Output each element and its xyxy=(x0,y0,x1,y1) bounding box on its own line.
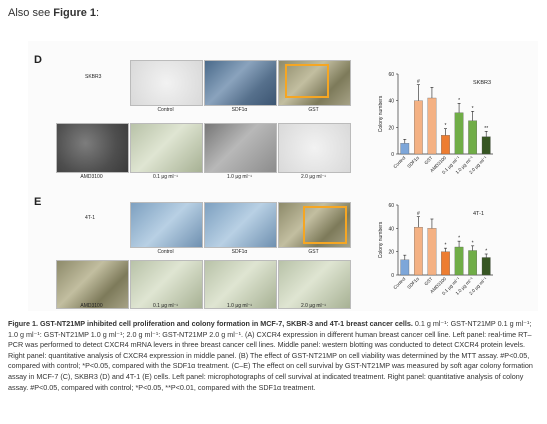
micrograph-e-dose-1-0 xyxy=(204,260,277,309)
x-tick-label: SDF1α xyxy=(406,276,420,290)
micrograph-e-amd3100 xyxy=(56,260,129,309)
bar xyxy=(400,143,410,155)
y-tick-label: 40 xyxy=(388,99,394,105)
panel-letter-d: D xyxy=(34,54,42,66)
micro-label-e-sdf1: SDF1α xyxy=(231,249,248,255)
chart-title: SKBR3 xyxy=(473,80,491,86)
significance-mark: * xyxy=(485,249,487,255)
micrograph-d-dose-1-0 xyxy=(204,123,277,173)
micrograph-d-dose-2-0 xyxy=(278,123,351,173)
micro-label-d-control: Control xyxy=(157,107,174,113)
y-tick-label: 60 xyxy=(388,203,394,209)
bar-chart-skbr3: 0 20 40 60 Colony numbers SKBR3 Control # SDF1α G… xyxy=(378,72,493,175)
micrograph-d-sdf1 xyxy=(204,60,277,106)
micro-label-d-dose-2-0: 2.0 μg ml⁻¹ xyxy=(301,174,326,180)
bar xyxy=(481,136,491,155)
y-axis-label: Colony numbers xyxy=(378,95,384,132)
cell-line-d: SKBR3 xyxy=(85,74,102,80)
y-tick-label: 20 xyxy=(388,125,394,131)
bar xyxy=(454,112,464,155)
bar xyxy=(454,246,464,276)
caption-title: Figure 1. GST-NT21MP inhibited cell prol… xyxy=(8,319,413,328)
figure-image: D SKBR3 Control SDF1α GST AMD3100 0.1 μg… xyxy=(28,41,538,311)
chart-title: 4T-1 xyxy=(473,211,484,217)
x-tick-label: Control xyxy=(392,155,406,169)
x-tick-label: Control xyxy=(392,276,406,290)
micrograph-d-control xyxy=(130,60,203,106)
micro-label-e-control: Control xyxy=(157,249,174,255)
micro-label-d-dose-1-0: 1.0 μg ml⁻¹ xyxy=(227,174,252,180)
significance-mark: # xyxy=(417,211,420,217)
bar xyxy=(468,250,478,276)
figure-link[interactable]: Figure 1 xyxy=(53,7,97,19)
micrograph-d-gst xyxy=(278,60,351,106)
significance-mark: ** xyxy=(484,126,488,132)
bar xyxy=(481,257,491,276)
y-axis-label: Colony numbers xyxy=(378,221,384,258)
micrograph-e-gst xyxy=(278,202,351,248)
bar xyxy=(427,228,437,276)
intro-prefix: Also see xyxy=(8,7,54,19)
micro-label-d-sdf1: SDF1α xyxy=(231,107,248,113)
x-tick-label: GST xyxy=(423,276,433,286)
figure-caption: Figure 1. GST-NT21MP inhibited cell prol… xyxy=(8,319,541,393)
y-tick-label: 0 xyxy=(391,273,394,279)
bar xyxy=(441,135,450,155)
y-tick-label: 0 xyxy=(391,152,394,158)
micro-label-d-gst: GST xyxy=(308,107,319,113)
micro-label-e-amd3100: AMD3100 xyxy=(80,303,103,309)
significance-mark: * xyxy=(458,98,460,104)
significance-mark: * xyxy=(445,123,447,129)
bar xyxy=(414,227,423,276)
micrograph-d-amd3100 xyxy=(56,123,129,173)
highlight-box-d xyxy=(285,64,329,98)
cell-line-e: 4T-1 xyxy=(85,215,96,221)
bar xyxy=(441,251,450,276)
y-tick-label: 60 xyxy=(388,72,394,78)
significance-mark: # xyxy=(417,79,420,85)
micrograph-e-control xyxy=(130,202,203,248)
significance-mark: * xyxy=(445,243,447,249)
micro-label-d-dose-0-1: 0.1 μg ml⁻¹ xyxy=(153,174,178,180)
micro-label-e-dose-0-1: 0.1 μg ml⁻¹ xyxy=(153,303,178,309)
significance-mark: * xyxy=(472,240,474,246)
micro-label-e-dose-2-0: 2.0 μg ml⁻¹ xyxy=(301,303,326,309)
x-tick-label: SDF1α xyxy=(406,155,420,169)
x-tick-label: GST xyxy=(423,155,433,165)
significance-mark: * xyxy=(472,106,474,112)
bar xyxy=(400,259,410,276)
micrograph-d-dose-0-1 xyxy=(130,123,203,173)
bar xyxy=(468,120,478,155)
micrograph-e-dose-0-1 xyxy=(130,260,203,309)
micro-label-d-amd3100: AMD3100 xyxy=(80,174,103,180)
significance-mark: * xyxy=(458,236,460,242)
micrograph-e-dose-2-0 xyxy=(278,260,351,309)
bar xyxy=(427,97,437,155)
micrograph-e-sdf1 xyxy=(204,202,277,248)
intro-suffix: : xyxy=(96,7,100,19)
caption-body: 0.1 g ml⁻¹: GST-NT21MP 0.1 g ml⁻¹; 1.0 g… xyxy=(8,319,533,392)
panel-letter-e: E xyxy=(34,196,42,208)
bar-chart-4t1: 0 20 40 60 Colony numbers 4T-1 Control # SDF1α GS… xyxy=(378,203,493,296)
intro-text: Also see Figure 1: xyxy=(8,7,99,19)
micro-label-e-gst: GST xyxy=(308,249,319,255)
micro-label-e-dose-1-0: 1.0 μg ml⁻¹ xyxy=(227,303,252,309)
bar xyxy=(414,100,423,155)
y-tick-label: 40 xyxy=(388,226,394,232)
y-tick-label: 20 xyxy=(388,250,394,256)
highlight-box-e xyxy=(303,206,347,244)
